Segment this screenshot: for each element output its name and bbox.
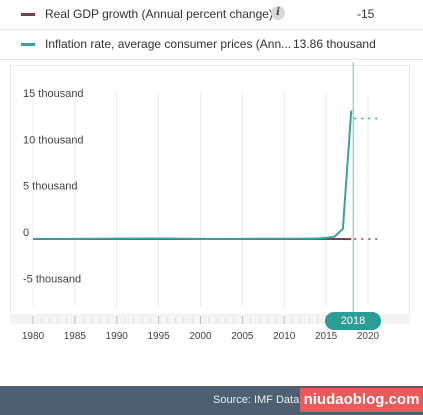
x-tick-label: 2005 [231, 331, 254, 342]
source-text: Source: IMF DataM [213, 394, 309, 406]
x-tick-label: 2020 [357, 331, 380, 342]
selected-year-badge[interactable]: 2018 [325, 312, 381, 330]
legend-swatch-gdp [21, 13, 35, 16]
series-line-1 [32, 110, 353, 240]
watermark: niudaoblog.com [300, 388, 423, 412]
y-tick-label: -5 thousand [23, 273, 81, 285]
y-tick-label: 10 thousand [23, 134, 84, 146]
x-tick-label: 2010 [273, 331, 296, 342]
legend-swatch-inflation [21, 43, 35, 46]
legend-row-gdp[interactable]: Real GDP growth (Annual percent change) … [0, 0, 423, 30]
x-tick-label: 2015 [315, 331, 338, 342]
chart-svg[interactable]: 15 thousand 10 thousand 5 thousand 0 -5 thou… [0, 0, 423, 386]
legend-row-inflation[interactable]: Inflation rate, average consumer prices … [0, 30, 423, 60]
legend-label-gdp: Real GDP growth (Annual percent change) [45, 7, 273, 21]
y-tick-label: 15 thousand [23, 88, 84, 100]
x-tick-label: 1980 [22, 331, 45, 342]
legend-label-inflation: Inflation rate, average consumer prices … [45, 37, 292, 51]
legend-value-gdp: -15 [357, 7, 375, 21]
x-axis-band [10, 314, 410, 324]
x-tick-label: 1995 [148, 331, 171, 342]
legend-value-inflation: 13.86 thousand [293, 37, 376, 51]
x-tick-label: 2000 [189, 331, 212, 342]
y-tick-label: 0 [23, 227, 29, 239]
info-icon[interactable]: i [271, 6, 285, 20]
x-tick-label: 1985 [64, 331, 87, 342]
x-tick-label: 1990 [106, 331, 129, 342]
footer-bar: Source: IMF DataM niudaoblog.com [0, 386, 423, 415]
y-tick-label: 5 thousand [23, 181, 77, 193]
